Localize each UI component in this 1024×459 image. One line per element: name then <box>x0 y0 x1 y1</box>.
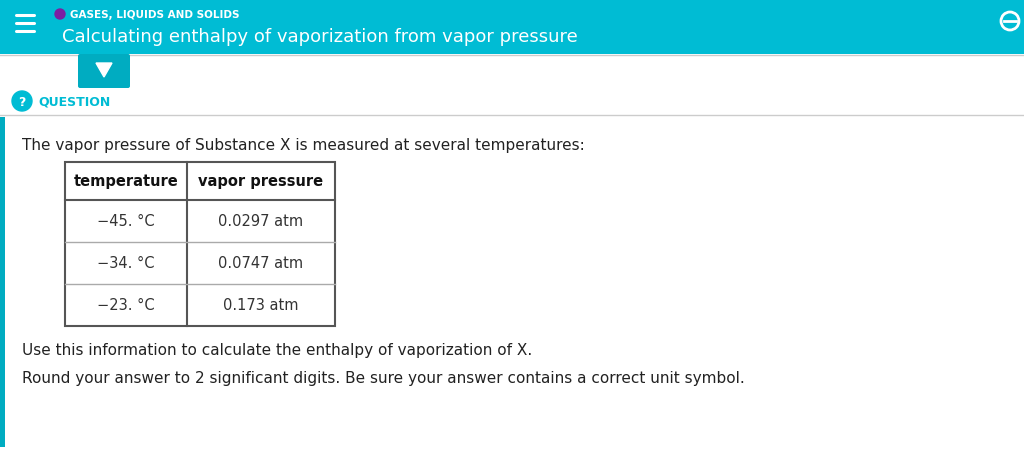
Text: GASES, LIQUIDS AND SOLIDS: GASES, LIQUIDS AND SOLIDS <box>70 10 240 20</box>
Text: −34. °C: −34. °C <box>97 256 155 271</box>
FancyBboxPatch shape <box>78 55 130 89</box>
FancyBboxPatch shape <box>0 0 1024 55</box>
Text: The vapor pressure of Substance X is measured at several temperatures:: The vapor pressure of Substance X is mea… <box>22 138 585 153</box>
Text: −23. °C: −23. °C <box>97 298 155 313</box>
Circle shape <box>12 92 32 112</box>
Circle shape <box>55 10 65 20</box>
Text: −45. °C: −45. °C <box>97 214 155 229</box>
Text: vapor pressure: vapor pressure <box>199 174 324 189</box>
FancyBboxPatch shape <box>0 118 5 447</box>
FancyBboxPatch shape <box>65 162 335 326</box>
Text: 0.0747 atm: 0.0747 atm <box>218 256 303 271</box>
Text: ?: ? <box>18 95 26 108</box>
Text: Use this information to calculate the enthalpy of vaporization of X.: Use this information to calculate the en… <box>22 342 532 357</box>
Text: temperature: temperature <box>74 174 178 189</box>
Text: QUESTION: QUESTION <box>38 95 111 108</box>
Text: 0.173 atm: 0.173 atm <box>223 298 299 313</box>
Text: Round your answer to 2 significant digits. Be sure your answer contains a correc: Round your answer to 2 significant digit… <box>22 370 744 385</box>
Text: 0.0297 atm: 0.0297 atm <box>218 214 303 229</box>
Text: Calculating enthalpy of vaporization from vapor pressure: Calculating enthalpy of vaporization fro… <box>62 28 578 46</box>
Polygon shape <box>96 64 112 78</box>
